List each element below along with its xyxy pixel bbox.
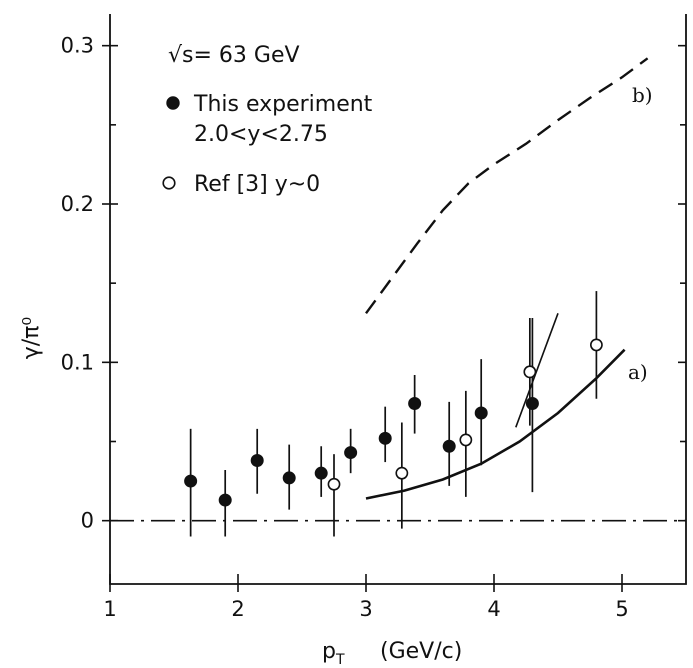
point-ref3	[523, 365, 537, 379]
point-this-experiment	[344, 446, 358, 460]
ticks: 1 2 3 4 5 0 0.1 0.2 0.3	[61, 34, 686, 621]
curve-a	[365, 348, 626, 500]
legend-energy: √s= 63 GeV	[168, 43, 300, 68]
point-ref3	[459, 433, 473, 447]
legend-label-ref3: Ref [3] y~0	[194, 172, 320, 197]
point-this-experiment	[408, 397, 422, 411]
point-ref3	[327, 477, 341, 491]
x-axis-title-unit: (GeV/c)	[380, 639, 462, 664]
curve-label-a: a)	[628, 360, 648, 384]
x-axis-title: p T (GeV/c)	[322, 639, 462, 668]
point-this-experiment	[250, 454, 264, 468]
curve-b	[365, 57, 649, 315]
x-tick-label: 3	[359, 597, 372, 621]
point-this-experiment	[442, 439, 456, 453]
x-tick-label: 1	[103, 597, 116, 621]
axes-frame	[109, 14, 687, 585]
curves	[110, 57, 686, 522]
point-this-experiment	[525, 397, 539, 411]
y-tick-label: 0.3	[61, 34, 94, 58]
legend: √s= 63 GeV This experiment 2.0<y<2.75 Re…	[162, 43, 373, 197]
steep-line	[515, 313, 559, 428]
y-tick-label: 0	[81, 509, 94, 533]
legend-marker-filled	[166, 96, 180, 110]
y-tick-label: 0.1	[61, 350, 94, 374]
curve-label-b: b)	[632, 83, 653, 107]
data-points	[184, 291, 603, 537]
x-axis-title-symbol: p	[322, 639, 336, 664]
point-ref3	[590, 338, 603, 352]
legend-label-this-experiment: This experiment	[193, 92, 373, 117]
point-this-experiment	[378, 431, 392, 445]
point-this-experiment	[218, 493, 232, 507]
legend-sublabel-rapidity: 2.0<y<2.75	[194, 122, 328, 147]
x-tick-label: 4	[487, 597, 500, 621]
point-this-experiment	[184, 474, 198, 488]
y-tick-label: 0.2	[61, 192, 94, 216]
y-axis-title: γ/π⁰	[19, 317, 44, 360]
point-ref3	[395, 466, 409, 480]
point-this-experiment	[314, 466, 328, 480]
x-tick-label: 5	[615, 597, 628, 621]
x-axis-title-subscript: T	[335, 652, 345, 668]
axes	[109, 14, 687, 585]
point-this-experiment	[282, 471, 296, 485]
x-tick-label: 2	[231, 597, 244, 621]
legend-marker-open	[162, 176, 176, 190]
point-this-experiment	[474, 406, 488, 420]
